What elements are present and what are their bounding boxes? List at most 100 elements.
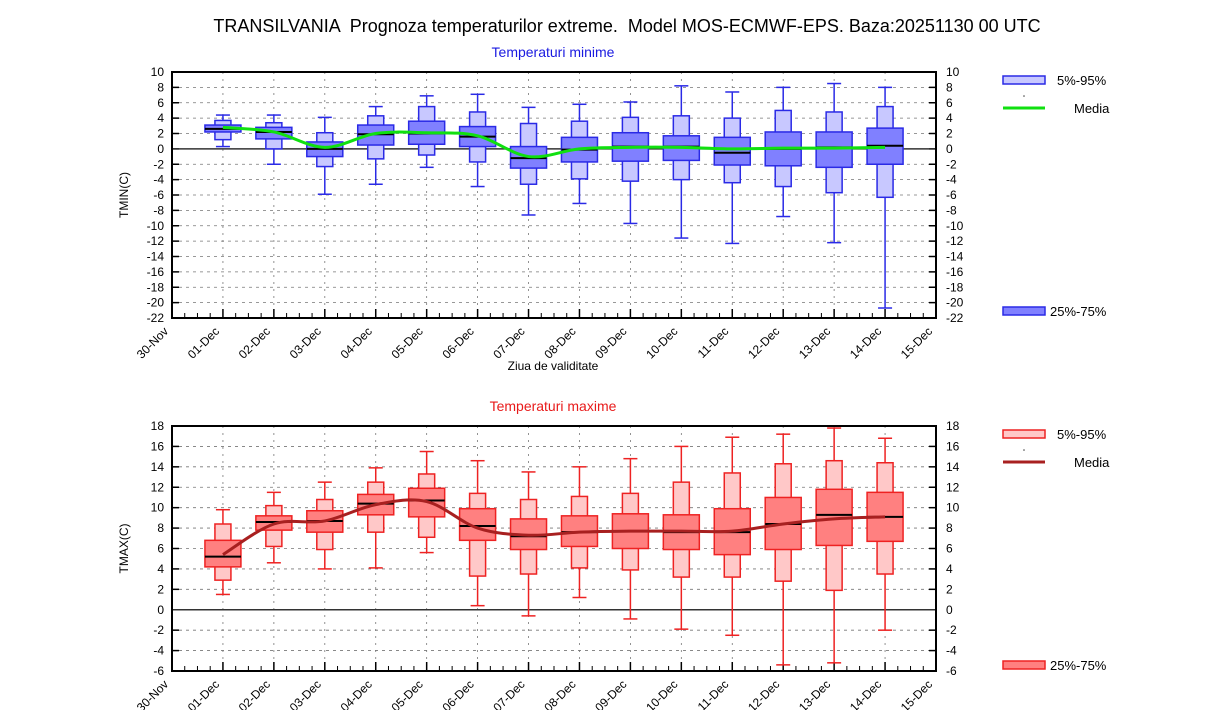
box-11-Dec [713,91,752,245]
x-tick-label: 12-Dec [745,324,782,361]
y-tick-label-right: -6 [946,664,957,678]
legend-label-mean: Media [1074,455,1110,470]
x-tick-label: 13-Dec [796,677,833,710]
y-tick-label-left: -6 [153,664,164,678]
y-tick-label-left: 6 [157,96,164,110]
legend-label-25-75: 25%-75% [1050,304,1107,319]
y-tick-label-right: 10 [946,501,960,515]
y-tick-label-right: 6 [946,542,953,556]
y-tick-label-right: -18 [946,280,964,294]
y-tick-label-left: 6 [157,542,164,556]
x-tick-label: 10-Dec [643,324,680,361]
box-02-Dec [255,491,293,564]
mean-line [222,498,886,556]
y-tick-label-left: 16 [151,439,165,453]
y-tick-label-right: 12 [946,480,960,494]
y-tick-label-right: -2 [946,157,957,171]
x-tick-label: 07-Dec [490,324,527,361]
y-tick-label-right: -8 [946,203,957,217]
x-tick-label: 01-Dec [185,677,222,710]
y-tick-label-right: 16 [946,439,960,453]
box-25-75 [713,136,752,166]
legend: 5%-95% Media 25%-75% [1002,73,1110,319]
y-tick-label-right: 0 [946,603,953,617]
x-tick-label: 03-Dec [287,324,324,361]
y-tick-label-right: -6 [946,188,957,202]
legend-label-5-95: 5%-95% [1057,73,1107,88]
y-tick-label-left: 4 [157,562,164,576]
x-tick-label: 09-Dec [592,324,629,361]
legend-swatch-5-95 [1002,429,1046,439]
y-tick-label-left: 2 [157,582,164,596]
x-tick-label: 11-Dec [695,324,732,361]
y-tick-label-right: 0 [946,142,953,156]
y-tick-label-left: 0 [157,142,164,156]
x-tick-label: 02-Dec [236,677,273,710]
y-tick-label-left: 18 [151,419,165,433]
y-tick-label-left: -2 [153,623,164,637]
x-tick-label: 13-Dec [796,324,833,361]
y-tick-label-left: 10 [151,501,165,515]
y-tick-label-left: -10 [147,219,165,233]
box-03-Dec [306,481,344,570]
y-tick-label-right: 4 [946,111,953,125]
chart-subtitle: Temperaturi minime [492,44,615,60]
y-tick-label-left: -18 [147,280,165,294]
y-tick-label-right: 2 [946,582,953,596]
y-tick-label-right: -20 [946,296,964,310]
plot-frame [171,71,937,319]
y-tick-label-right: 8 [946,521,953,535]
y-tick-label-left: -14 [147,250,165,264]
x-tick-label: 30-Nov [134,324,171,361]
y-tick-label-left: 12 [151,480,165,494]
y-tick-label-right: -14 [946,250,964,264]
y-tick-label-right: -4 [946,173,957,187]
box-12-Dec [764,86,802,218]
y-tick-label-right: -4 [946,644,957,658]
box-08-Dec [560,103,599,205]
y-tick-label-right: -22 [946,311,964,325]
y-tick-label-right: 4 [946,562,953,576]
legend-dot [1023,95,1025,97]
x-tick-label: 03-Dec [287,677,324,710]
y-tick-label-left: -4 [153,644,164,658]
panel-tmin: Temperaturi minime-22 -22-20 -20-18 -18-16-… [117,44,1110,373]
box-14-Dec [866,86,904,309]
y-axis-label: TMIN(C) [117,172,131,218]
x-tick-label: 14-Dec [847,324,884,361]
x-tick-label: 04-Dec [338,677,375,710]
legend-swatch-25-75 [1002,660,1046,670]
x-tick-label: 02-Dec [236,324,273,361]
x-tick-label: 14-Dec [847,677,884,710]
y-tick-label-left: -16 [147,265,165,279]
box-25-75 [458,507,497,542]
box-09-Dec [611,101,650,225]
x-tick-label: 11-Dec [695,677,732,710]
y-tick-label-left: -2 [153,157,164,171]
x-axis-label: Ziua de validitate [508,359,599,373]
box-10-Dec [662,85,701,239]
y-tick-label-left: 8 [157,521,164,535]
y-tick-label-left: -20 [147,296,165,310]
x-tick-label: 05-Dec [389,677,426,710]
y-tick-label-right: -12 [946,234,964,248]
box-10-Dec [662,445,701,630]
box-25-75 [815,131,853,169]
legend-swatch-5-95 [1002,75,1046,85]
y-tick-label-left: 0 [157,603,164,617]
x-tick-label: 07-Dec [490,677,527,710]
box-09-Dec [611,457,650,620]
x-tick-label: 06-Dec [439,677,476,710]
legend-swatch-25-75 [1002,306,1046,316]
y-tick-label-right: 18 [946,419,960,433]
box-01-Dec [204,508,242,596]
plot-frame [171,425,937,672]
legend-label-mean: Media [1074,101,1110,116]
x-tick-label: 01-Dec [185,324,222,361]
x-tick-label: 08-Dec [541,677,578,710]
y-tick-label-right: -2 [946,623,957,637]
y-tick-label-left: -4 [153,173,164,187]
x-tick-label: 12-Dec [745,677,782,710]
box-25-75 [815,488,853,547]
x-tick-label: 09-Dec [592,677,629,710]
